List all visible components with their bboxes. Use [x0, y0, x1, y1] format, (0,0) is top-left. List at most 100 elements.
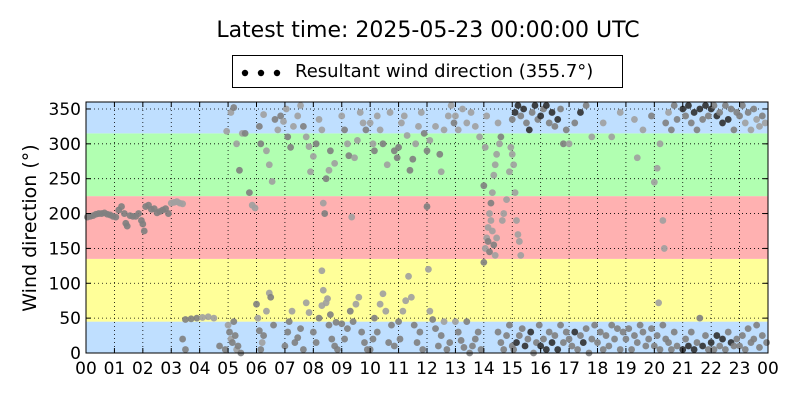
data-point	[515, 238, 523, 245]
data-point	[518, 325, 526, 332]
data-point	[437, 168, 445, 176]
data-point	[594, 339, 601, 346]
data-point	[724, 116, 732, 123]
data-point	[500, 346, 508, 353]
data-point	[687, 119, 695, 127]
chart-title: Latest time: 2025-05-23 00:00:00 UTC	[216, 18, 640, 43]
data-point	[182, 316, 189, 323]
data-point	[611, 335, 618, 343]
data-point	[667, 126, 675, 134]
data-point	[619, 328, 627, 336]
data-point	[483, 112, 491, 120]
data-point	[511, 109, 519, 116]
data-point	[257, 140, 265, 148]
data-point	[477, 346, 485, 353]
data-point	[507, 143, 515, 151]
data-point	[571, 119, 579, 127]
data-point	[488, 227, 496, 235]
data-point	[716, 342, 724, 350]
data-point	[493, 150, 501, 158]
data-point	[608, 321, 616, 329]
x-tick-label: 01	[104, 359, 126, 379]
data-point	[338, 320, 346, 328]
data-point	[345, 152, 353, 160]
data-point	[407, 293, 415, 301]
data-point	[263, 307, 270, 315]
data-point	[704, 112, 712, 120]
data-point	[321, 210, 329, 217]
data-point	[625, 325, 633, 332]
data-point	[763, 339, 770, 346]
data-point	[307, 168, 314, 176]
data-point	[497, 339, 505, 346]
data-point	[318, 126, 326, 134]
data-point	[484, 238, 492, 245]
data-point	[312, 339, 320, 346]
data-point	[415, 123, 422, 130]
data-point	[510, 346, 518, 353]
data-point	[393, 154, 401, 162]
data-point	[741, 346, 749, 353]
data-point	[548, 339, 556, 346]
x-tick-label: 00	[757, 359, 779, 379]
data-point	[716, 109, 724, 116]
data-point	[650, 342, 658, 350]
data-point	[245, 189, 253, 197]
data-point	[332, 318, 340, 326]
data-point	[346, 307, 354, 315]
x-tick-label: 05	[217, 359, 239, 379]
data-point	[667, 346, 675, 353]
data-point	[506, 321, 513, 329]
data-point	[423, 203, 431, 210]
x-tick-label: 13	[445, 359, 467, 379]
data-point	[730, 126, 738, 134]
data-point	[402, 297, 410, 305]
data-point	[690, 109, 698, 116]
data-point	[123, 222, 131, 230]
data-point	[344, 325, 351, 332]
data-point	[204, 313, 212, 321]
data-point	[481, 143, 489, 151]
data-point	[599, 119, 607, 127]
data-point	[230, 318, 238, 326]
data-point	[707, 339, 715, 346]
data-point	[271, 116, 279, 123]
data-point	[523, 119, 530, 127]
data-point	[540, 335, 547, 343]
data-point	[454, 328, 462, 336]
x-tick-label: 08	[303, 359, 325, 379]
data-point	[325, 321, 333, 329]
data-point	[503, 332, 510, 339]
y-tick-label: 200	[49, 205, 81, 225]
data-point	[319, 286, 327, 294]
data-point	[385, 339, 393, 346]
data-point	[267, 293, 275, 301]
data-point	[454, 126, 462, 134]
x-tick-label: 12	[416, 359, 438, 379]
data-point	[325, 166, 333, 174]
data-point	[223, 127, 231, 135]
data-point	[653, 164, 661, 172]
data-point	[670, 102, 678, 109]
data-point	[511, 189, 519, 197]
data-point	[476, 133, 483, 141]
data-point	[514, 231, 522, 238]
data-point	[459, 105, 466, 113]
data-point	[719, 335, 726, 343]
data-point	[382, 307, 390, 315]
data-point	[284, 328, 292, 336]
data-point	[376, 300, 384, 308]
x-tick-label: 23	[729, 359, 751, 379]
data-point	[591, 321, 599, 329]
data-point	[344, 140, 351, 148]
data-point	[622, 335, 630, 343]
data-point	[315, 314, 323, 322]
data-point	[480, 258, 488, 266]
data-point	[642, 342, 650, 350]
data-point	[721, 346, 729, 353]
data-point	[699, 116, 707, 123]
data-point	[440, 126, 448, 134]
data-point	[398, 119, 405, 127]
